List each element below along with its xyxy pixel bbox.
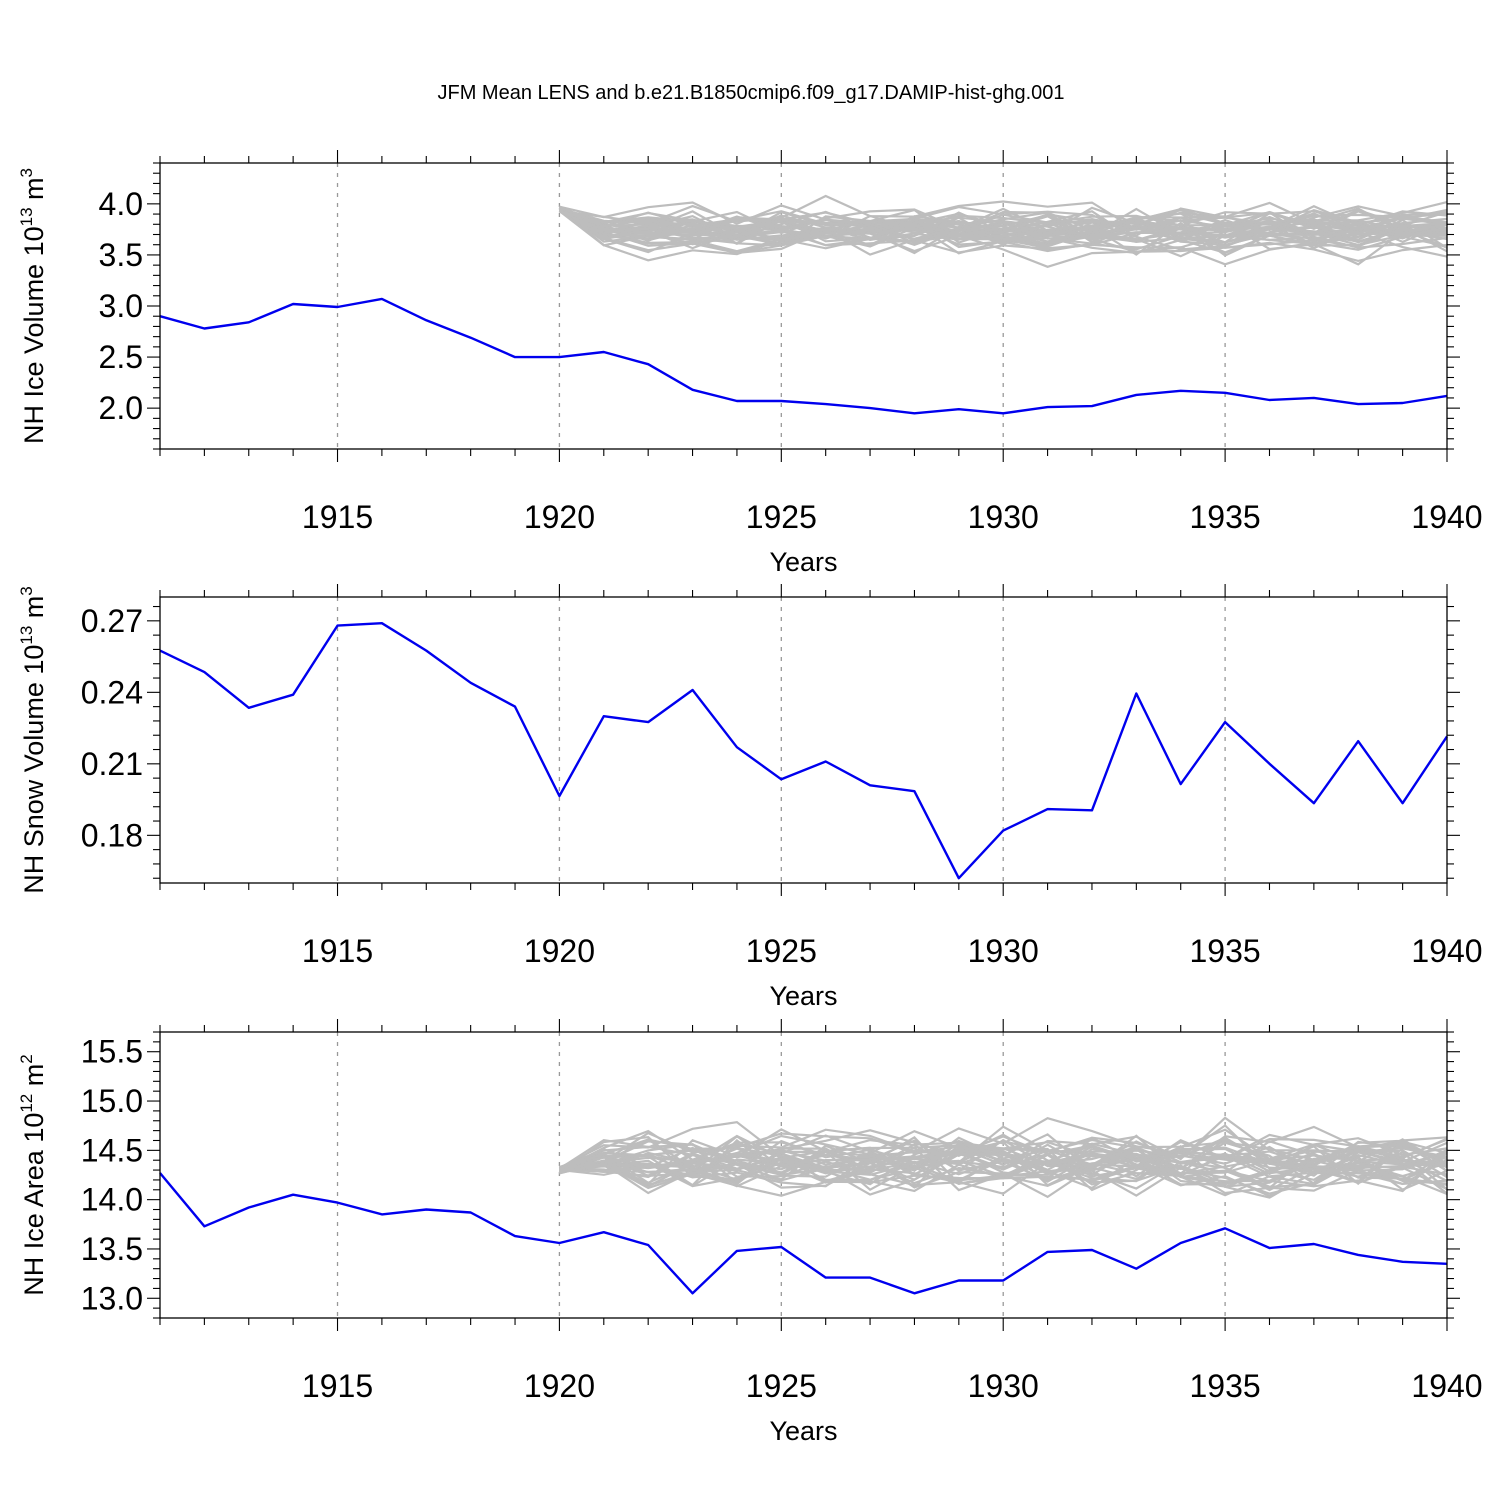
y-tick-label: 3.5 [99,237,143,273]
panel-snow-volume: 1915 1920 1925 1930 1935 1940 Years 0.18 0.21 0.2… [17,584,1483,1011]
x-tick-label: 1930 [968,933,1039,969]
ensemble-member-line [558,205,1448,242]
ensemble-member-line [559,207,1448,236]
y-tick-label: 13.0 [81,1280,143,1316]
ensemble-member-line [559,1138,1448,1186]
y-tick-label: 4.0 [99,186,143,222]
y-tick-label: 0.27 [81,603,143,639]
panel-ice-volume: 1915 1920 1925 1930 1935 1940 Years 2.0 2.5 3.0 3.… [17,150,1483,577]
plot-frame [159,596,1448,884]
ensemble-member-line [559,204,1448,246]
x-tick-label: 1925 [746,933,817,969]
series-line-0 [159,622,1448,880]
ensemble-member-line [559,1138,1448,1186]
x-tick-label: 1925 [746,1368,817,1404]
y-tick-label: 15.5 [81,1034,143,1070]
x-tick-label: 1935 [1190,499,1261,535]
y-tick-label: 15.0 [81,1083,143,1119]
ensemble-member-line [559,1152,1448,1197]
x-tick-label: 1940 [1411,499,1482,535]
plot-frame [159,1031,1448,1319]
x-tick-label: 1920 [524,499,595,535]
x-tick-label: 1915 [302,499,373,535]
y-tick-label: 14.5 [81,1132,143,1168]
ensemble-lines [558,194,1448,268]
y-tick-label: 2.5 [99,339,143,375]
ensemble-member-line [559,1149,1448,1193]
x-tick-label: 1935 [1190,1368,1261,1404]
x-tick-label: 1920 [524,933,595,969]
y-axis-label: NH Snow Volume 1013 m3 [17,586,49,894]
x-tick-label: 1930 [968,499,1039,535]
ensemble-member-line [559,194,1448,231]
y-tick-label: 0.18 [81,817,143,853]
figure-title: JFM Mean LENS and b.e21.B1850cmip6.f09_g… [437,82,1064,104]
x-tick-label: 1940 [1411,1368,1482,1404]
x-tick-label: 1930 [968,1368,1039,1404]
y-axis-label: NH Ice Volume 1013 m3 [17,168,49,444]
x-tick-label: 1940 [1411,933,1482,969]
ensemble-member-line [558,209,1448,258]
x-tick-label: 1915 [302,933,373,969]
series-line-0 [159,297,1448,415]
x-tick-label: 1935 [1190,933,1261,969]
y-tick-label: 0.21 [81,746,143,782]
ensemble-lines [558,1116,1448,1199]
y-tick-label: 0.24 [81,674,143,710]
ensemble-member-line [559,1142,1448,1192]
x-tick-label: 1925 [746,499,817,535]
x-axis-label: Years [769,1416,837,1446]
ensemble-member-line [559,1144,1448,1189]
y-tick-label: 14.0 [81,1182,143,1218]
ensemble-member-line [559,1152,1448,1196]
x-tick-label: 1915 [302,1368,373,1404]
x-tick-label: 1920 [524,1368,595,1404]
ensemble-member-line [558,206,1448,268]
series-line-0 [159,1172,1448,1295]
ensemble-member-line [559,209,1448,244]
x-axis-label: Years [769,547,837,577]
panel-ice-area: 1915 1920 1925 1930 1935 1940 Years 13.0 13.5 14.… [17,1019,1483,1446]
y-tick-label: 2.0 [99,390,143,426]
y-tick-label: 13.5 [81,1231,143,1267]
y-tick-label: 3.0 [99,288,143,324]
ensemble-member-line [559,201,1448,229]
x-axis-label: Years [769,981,837,1011]
y-axis-label: NH Ice Area 1012 m2 [17,1054,49,1295]
